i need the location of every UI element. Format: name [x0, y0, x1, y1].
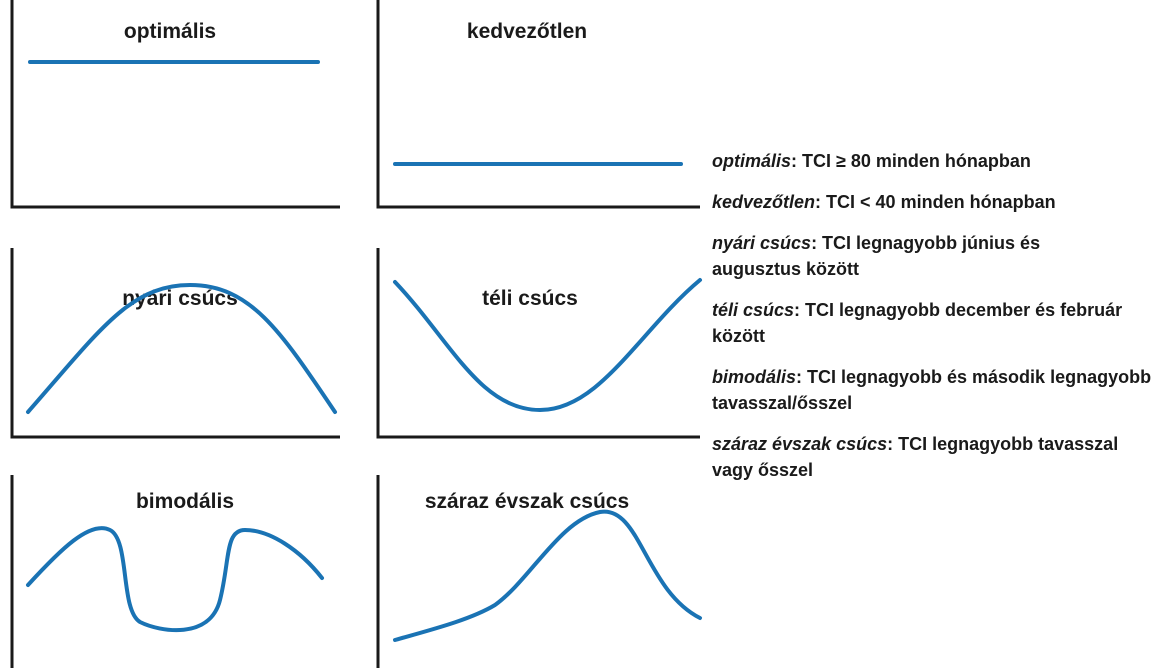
- term: száraz évszak csúcs: [712, 434, 888, 454]
- legend-item: száraz évszak csúcs: TCI legnagyobb tava…: [712, 431, 1132, 483]
- legend-item: kedvezőtlen: TCI < 40 minden hónapban: [712, 189, 1172, 215]
- term: nyári csúcs: [712, 233, 812, 253]
- legend-item: optimális: TCI ≥ 80 minden hónapban: [712, 148, 1172, 174]
- curve: [393, 278, 702, 413]
- panel-title: bimodális: [136, 490, 234, 513]
- term: kedvezőtlen: [712, 192, 816, 212]
- panel-title: száraz évszak csúcs: [425, 490, 629, 513]
- term: optimális: [712, 151, 792, 171]
- legend-item: nyári csúcs: TCI legnagyobb június és au…: [712, 230, 1132, 282]
- panel-title: optimális: [124, 20, 216, 43]
- legend-item: bimodális: TCI legnagyobb és második leg…: [712, 364, 1152, 416]
- diagram: optimális kedvezőtlen nyári csúcs téli c…: [10, 0, 702, 668]
- panel-title: téli csúcs: [482, 287, 578, 310]
- legend: optimális: TCI ≥ 80 minden hónapban kedv…: [712, 148, 1172, 498]
- axes: [10, 248, 340, 439]
- definition: : TCI ≥ 80 minden hónapban: [791, 151, 1031, 171]
- legend-item: téli csúcs: TCI legnagyobb december és f…: [712, 297, 1152, 349]
- term: téli csúcs: [712, 300, 795, 320]
- term: bimodális: [712, 367, 797, 387]
- curve: [26, 526, 324, 633]
- axes: [376, 248, 700, 439]
- definition: : TCI legnagyobb és második legnagyobb t…: [712, 367, 1152, 413]
- curve: [26, 282, 337, 414]
- definition: : TCI < 40 minden hónapban: [815, 192, 1056, 212]
- definition: : TCI legnagyobb június és augusztus köz…: [712, 233, 1041, 279]
- axes: [376, 0, 700, 209]
- definition: : TCI legnagyobb december és február köz…: [712, 300, 1123, 346]
- axes: [10, 0, 340, 209]
- definition: : TCI legnagyobb tavasszal vagy ősszel: [712, 434, 1119, 480]
- curve: [393, 509, 702, 642]
- panel-title: kedvezőtlen: [467, 20, 587, 43]
